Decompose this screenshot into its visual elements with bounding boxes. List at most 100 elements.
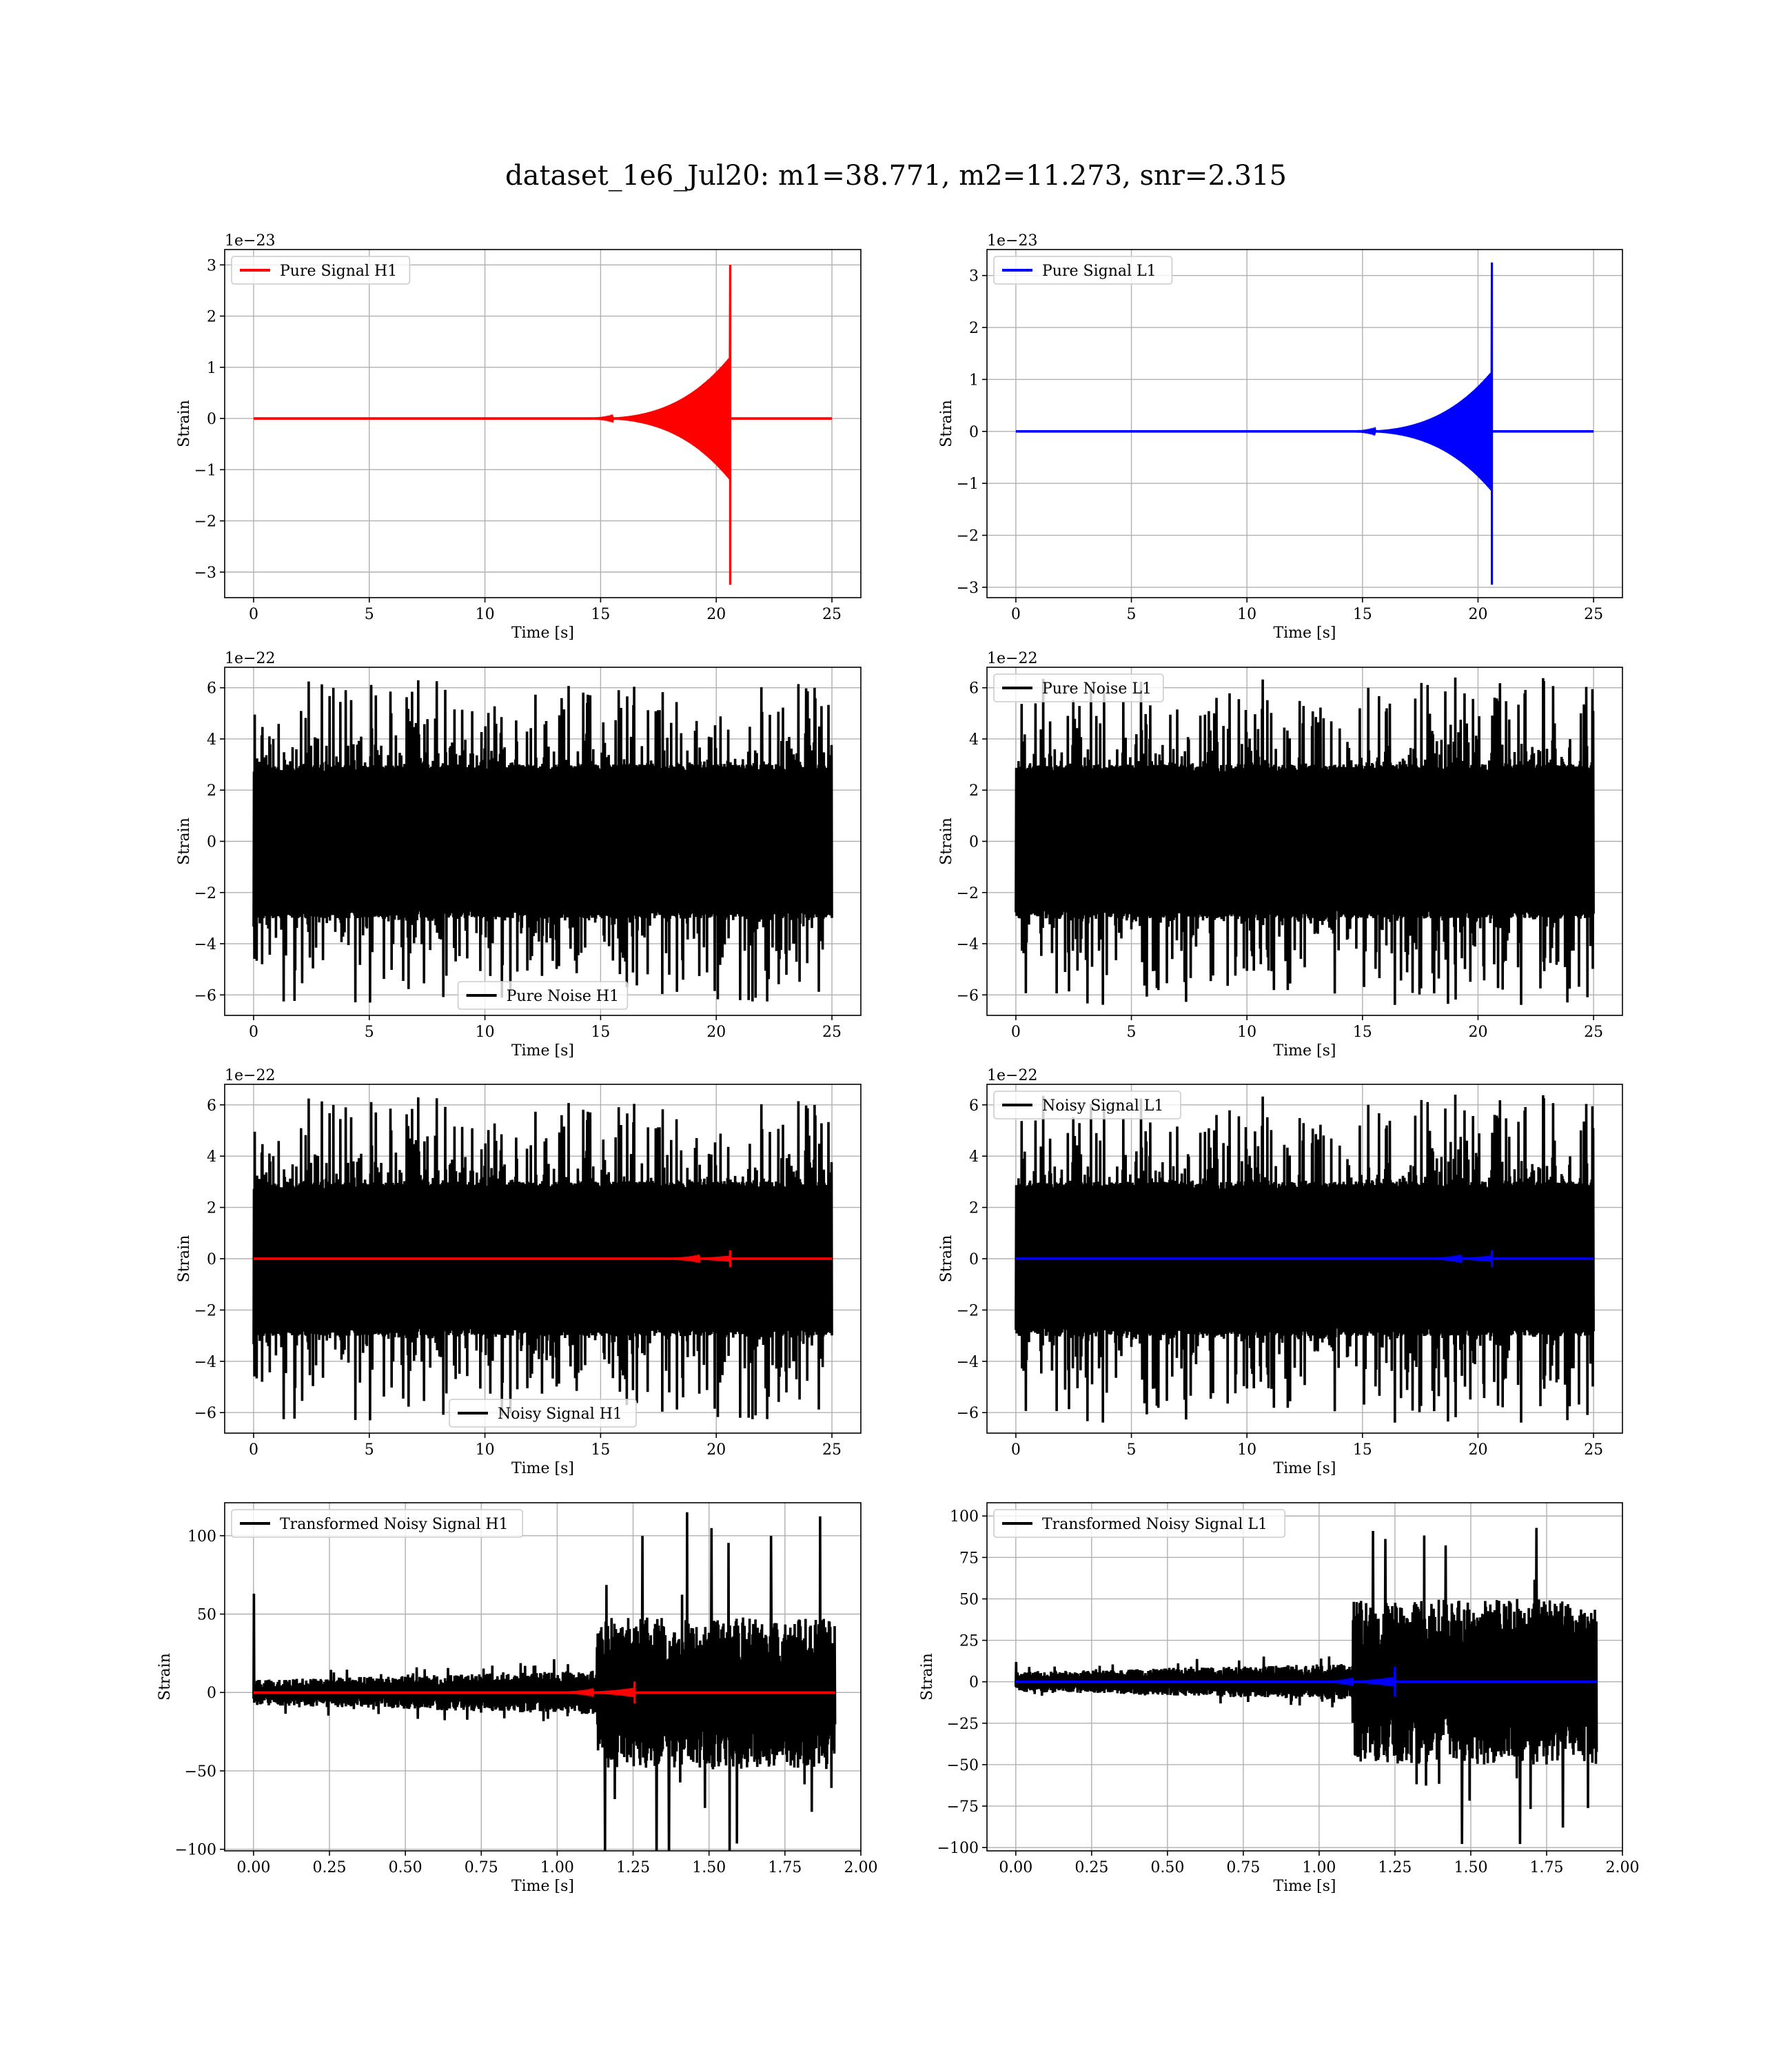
y-tick-label: 0 (969, 424, 979, 441)
legend-frame (993, 256, 1173, 285)
x-tick-label: 5 (1127, 606, 1137, 623)
legend-frame (449, 1399, 637, 1428)
x-tick-label: 10 (476, 606, 495, 623)
x-tick-label: 0.75 (1226, 1859, 1260, 1876)
legend: Transformed Noisy Signal H1 (231, 1509, 524, 1538)
legend: Noisy Signal L1 (993, 1091, 1181, 1119)
x-axis-label: Time [s] (1273, 1042, 1336, 1060)
x-tick-label: 15 (591, 1024, 610, 1041)
x-tick-label: 0 (249, 606, 258, 623)
y-tick-label: 2 (207, 309, 216, 326)
x-tick-label: 5 (365, 1024, 374, 1041)
y-tick-label: −50 (947, 1757, 979, 1774)
y-tick-label: 3 (969, 268, 979, 285)
y-tick-label: 4 (207, 1148, 216, 1166)
legend-frame (993, 1509, 1286, 1538)
x-tick-label: 0 (1011, 606, 1021, 623)
x-tick-label: 10 (1237, 1024, 1256, 1041)
subplot-transformed-noisy-signal-h1: 0.00 0.25 0.50 0.75 1.00 1.25 1.50 1.75 2.00 −100… (156, 1502, 877, 1895)
y-tick-label: 0 (207, 834, 216, 851)
x-tick-label: 1.25 (616, 1859, 650, 1876)
x-tick-label: 0 (249, 1024, 258, 1041)
y-tick-label: −2 (957, 885, 979, 902)
y-tick-label: −2 (194, 885, 216, 902)
legend-entry: Noisy Signal L1 (1042, 1097, 1163, 1115)
legend-frame (231, 1509, 524, 1538)
y-tick-label: 2 (207, 1200, 216, 1217)
y-tick-label: 4 (969, 731, 979, 749)
x-tick-label: 15 (1353, 1441, 1372, 1459)
y-tick-label: 2 (969, 320, 979, 337)
y-tick-label: 0 (207, 1685, 216, 1702)
subplot-noisy-signal-h1: 0 5 10 15 20 25 −6 −4 −2 0 2 4 6 Time [s] Strain 1e−22 N… (176, 1067, 862, 1477)
y-offset-label: 1e−22 (987, 650, 1037, 667)
y-tick-label: −2 (957, 1302, 979, 1319)
axes-frame (986, 249, 1623, 598)
x-tick-label: 25 (1584, 1024, 1603, 1041)
y-offset-label: 1e−22 (225, 1067, 275, 1084)
x-tick-label: 15 (1353, 1024, 1372, 1041)
x-tick-label: 20 (706, 606, 726, 623)
legend-entry: Pure Noise L1 (1042, 680, 1152, 698)
y-axis-label: Strain (176, 1235, 193, 1283)
series-group (252, 1097, 833, 1421)
subplot-pure-noise-h1: 0 5 10 15 20 25 −6 −4 −2 0 2 4 6 Time [s] Strain 1e−22 P… (176, 650, 862, 1060)
y-tick-label: −6 (194, 1405, 216, 1422)
y-tick-label: −4 (957, 936, 979, 953)
y-tick-label: 100 (950, 1508, 979, 1525)
x-axis-label: Time [s] (511, 1878, 574, 1895)
legend-frame (993, 1091, 1181, 1119)
legend-frame (993, 673, 1164, 702)
y-tick-label: −25 (947, 1716, 979, 1733)
y-tick-label: −2 (957, 528, 979, 545)
legend-entry: Transformed Noisy Signal L1 (1042, 1516, 1267, 1533)
y-axis-label: Strain (919, 1653, 936, 1701)
x-axis-label: Time [s] (511, 1042, 574, 1060)
y-axis-label: Strain (938, 818, 955, 865)
y-tick-label: 50 (197, 1607, 216, 1624)
y-tick-label: −50 (185, 1763, 216, 1781)
subplot-pure-signal-l1: 0 5 10 15 20 25 −3 −2 −1 0 1 2 3 Time [s] Strain 1e−23 P… (938, 232, 1623, 642)
y-tick-label: 6 (969, 680, 979, 698)
y-tick-label: −4 (957, 1354, 979, 1371)
y-tick-label: 100 (187, 1528, 216, 1545)
y-tick-label: 6 (207, 1097, 216, 1115)
x-tick-label: 5 (365, 1441, 374, 1459)
y-tick-label: 6 (969, 1097, 979, 1115)
gridlines (225, 250, 861, 598)
series-line-pure-signal-h1 (254, 265, 832, 585)
x-tick-label: 1.25 (1378, 1859, 1412, 1876)
x-tick-label: 15 (1353, 606, 1372, 623)
y-tick-label: 1 (969, 372, 979, 389)
legend: Transformed Noisy Signal L1 (993, 1509, 1286, 1538)
y-tick-label: −100 (937, 1840, 979, 1857)
x-tick-label: 1.00 (1302, 1859, 1336, 1876)
x-tick-label: 0.50 (389, 1859, 422, 1876)
y-tick-label: −6 (194, 987, 216, 1004)
axes-frame (986, 1502, 1623, 1852)
series-group (252, 1512, 837, 1851)
legend-entry: Transformed Noisy Signal H1 (280, 1516, 509, 1533)
y-axis-label: Strain (938, 1235, 955, 1283)
y-tick-label: −2 (194, 514, 216, 531)
legend-entry: Pure Signal H1 (280, 263, 397, 280)
x-tick-label: 20 (706, 1024, 726, 1041)
x-tick-label: 10 (476, 1024, 495, 1041)
legend: Noisy Signal H1 (449, 1399, 637, 1428)
y-tick-label: 0 (969, 1251, 979, 1268)
series-group (1015, 1094, 1595, 1423)
x-tick-label: 25 (822, 606, 842, 623)
y-offset-label: 1e−23 (225, 232, 275, 250)
y-offset-label: 1e−23 (987, 232, 1037, 250)
series-line-transformed-noisy-signal-h1 (252, 1512, 837, 1851)
x-tick-label: 1.75 (768, 1859, 802, 1876)
y-offset-label: 1e−22 (987, 1067, 1037, 1084)
series-line-pure-noise-l1 (1015, 677, 1595, 1005)
legend-entry: Noisy Signal H1 (498, 1406, 622, 1423)
x-tick-label: 10 (1237, 606, 1256, 623)
subplot-noisy-signal-l1: 0 5 10 15 20 25 −6 −4 −2 0 2 4 6 Time [s] Strain 1e−22 N… (938, 1067, 1623, 1477)
x-axis-label: Time [s] (1273, 1460, 1336, 1477)
y-tick-label: −4 (194, 1354, 216, 1371)
series-group (253, 265, 833, 585)
